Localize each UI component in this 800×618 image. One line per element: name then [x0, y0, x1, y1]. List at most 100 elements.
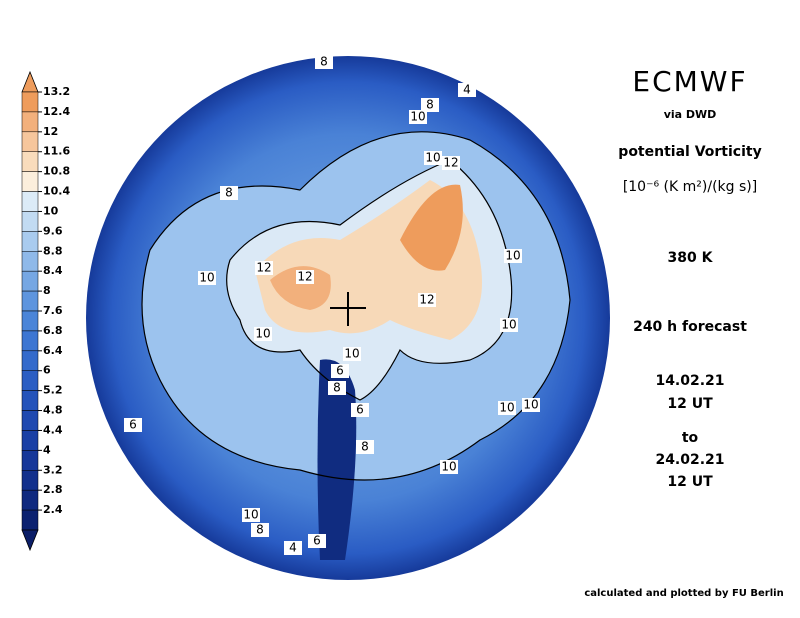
colorbar-band [21, 330, 39, 352]
colorbar-band [21, 251, 39, 272]
contour-label: 10 [199, 271, 214, 285]
colorbar-band [21, 509, 39, 531]
field-orange [400, 184, 463, 271]
contour-label-box [343, 347, 361, 361]
colorbar-arrow-top [21, 70, 39, 93]
colorbar: 13.2 12.4 12 11.6 10.8 10.4 10 9.6 8.8 8.4 8 7.6 6.8… [21, 70, 70, 552]
colorbar-band [21, 470, 39, 491]
map [86, 56, 610, 580]
contour-label: 8 [361, 440, 369, 454]
contour-label-box [296, 270, 314, 284]
contour-label: 8 [256, 523, 264, 537]
contour-label: 12 [443, 156, 458, 170]
colorbar-label: 12.4 [43, 105, 70, 118]
contour-label-box [424, 151, 442, 165]
contour-label-box [458, 83, 476, 97]
to: to [682, 430, 699, 446]
end-time: 12 UT [667, 474, 713, 490]
contour-label: 10 [505, 249, 520, 263]
colorbar-label: 13.2 [43, 85, 70, 98]
contour-label-box [504, 249, 522, 263]
contour-label: 4 [463, 83, 471, 97]
contour-label: 4 [289, 541, 297, 555]
contour-label-box [124, 418, 142, 432]
colorbar-label: 9.6 [43, 224, 63, 237]
colorbar-band [21, 171, 39, 192]
contour-label: 10 [410, 110, 425, 124]
colorbar-label: 3.2 [43, 463, 63, 476]
contour-label-box [255, 261, 273, 275]
contour-label-box [331, 364, 349, 378]
colorbar-band [21, 290, 39, 312]
colorbar-band [21, 231, 39, 252]
contour-label-box [315, 55, 333, 69]
contour-label-box [351, 403, 369, 417]
contour-label: 6 [313, 534, 321, 548]
colorbar-band [21, 131, 39, 152]
colorbar-label: 8.8 [43, 244, 63, 257]
colorbar-band [21, 270, 39, 292]
field: potential Vorticity [618, 144, 761, 160]
colorbar-band [21, 151, 39, 172]
colorbar-band [21, 211, 39, 232]
contour-label-box [198, 271, 216, 285]
colorbar-label: 6.4 [43, 344, 63, 357]
contour-label: 8 [225, 186, 233, 200]
contour-label-box [356, 440, 374, 454]
level: 380 K [668, 250, 714, 266]
contour-label: 10 [425, 151, 440, 165]
colorbar-label: 6 [43, 364, 51, 377]
colorbar-label: 4 [43, 443, 51, 456]
contour-label: 6 [336, 364, 344, 378]
colorbar-band [21, 350, 39, 371]
colorbar-band [21, 191, 39, 212]
contour-label-box [251, 523, 269, 537]
colorbar-label: 10 [43, 204, 59, 217]
colorbar-label: 4.4 [43, 423, 63, 436]
colorbar-band [21, 390, 39, 411]
colorbar-label: 11.6 [43, 145, 70, 158]
contour-label: 12 [256, 261, 271, 275]
colorbar-label: 6.8 [43, 324, 63, 337]
contour-label: 10 [344, 347, 359, 361]
contour-label: 10 [441, 460, 456, 474]
contour-label: 10 [243, 508, 258, 522]
contour-label-box [498, 401, 516, 415]
colorbar-band [21, 310, 39, 332]
start-date: 14.02.21 [655, 373, 724, 389]
contour-label: 12 [297, 270, 312, 284]
contour-label-box [328, 381, 346, 395]
colorbar-band [21, 111, 39, 133]
unit: [10⁻⁶ (K m²)/(kg s)] [623, 179, 757, 195]
contour-label-box [442, 156, 460, 170]
contour-label-box [284, 541, 302, 555]
contour-line [226, 159, 513, 401]
footer: calculated and plotted by FU Berlin [584, 588, 783, 599]
contour-label: 10 [255, 327, 270, 341]
colorbar-label: 4.8 [43, 404, 63, 417]
colorbar-band [21, 450, 39, 471]
contour-label: 8 [333, 381, 341, 395]
colorbar-arrow-bottom [21, 529, 39, 552]
colorbar-label: 12 [43, 125, 58, 138]
contour-label: 10 [499, 401, 514, 415]
colorbar-band [21, 489, 39, 511]
source: via DWD [664, 108, 717, 121]
contour-label-box [308, 534, 326, 548]
colorbar-label: 10.8 [43, 165, 70, 178]
colorbar-label: 8 [43, 284, 51, 297]
contour-label-box [254, 327, 272, 341]
pole-marker [330, 292, 366, 326]
contour-label-box [409, 110, 427, 124]
colorbar-band [21, 430, 39, 451]
field-orange [270, 266, 331, 310]
start-time: 12 UT [667, 396, 713, 412]
contour-label-box [500, 318, 518, 332]
contour-line [141, 131, 571, 481]
title: ECMWF [632, 65, 747, 98]
contour-label-box [522, 398, 540, 412]
contour-label: 12 [419, 293, 434, 307]
colorbar-band [21, 410, 39, 431]
contour-label: 8 [320, 55, 328, 69]
